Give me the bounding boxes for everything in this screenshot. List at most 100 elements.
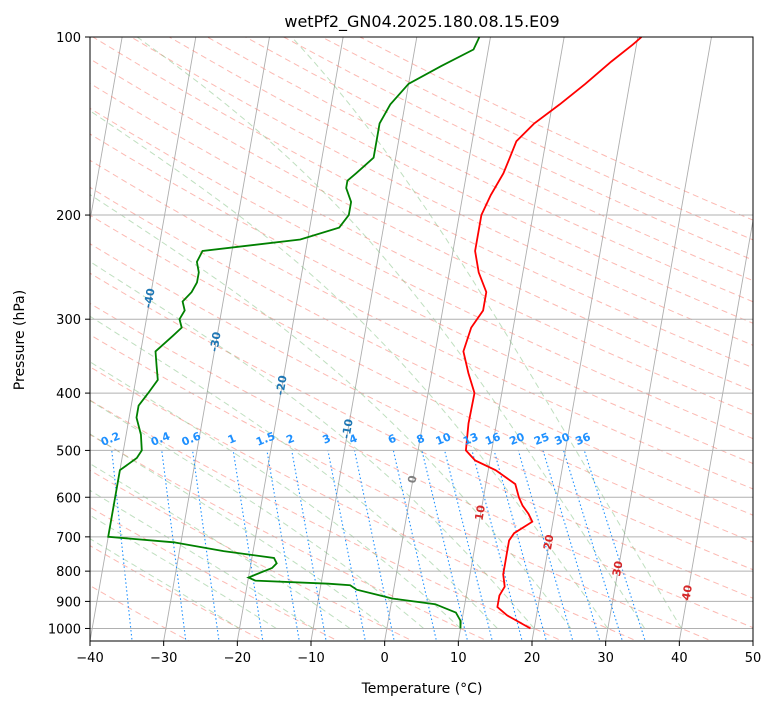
background-lines <box>65 37 753 643</box>
y-tick-label: 400 <box>56 387 81 402</box>
y-tick-label: 1000 <box>48 622 81 637</box>
mixing-ratio-line <box>232 450 264 641</box>
dry-adiabat-line <box>359 37 753 221</box>
moist-adiabat-line <box>90 361 461 629</box>
mixing-ratio-line <box>563 450 623 641</box>
x-tick-label: 50 <box>745 651 762 666</box>
mixing-ratio-label: 36 <box>573 430 592 448</box>
mixing-ratio-line <box>192 450 220 641</box>
x-tick-label: 40 <box>671 651 688 666</box>
x-tick-label: −30 <box>150 651 177 666</box>
mixing-ratio-label: 20 <box>507 430 526 448</box>
isotherm-label: -20 <box>273 374 289 396</box>
x-tick-label: −20 <box>224 651 251 666</box>
x-tick-label: 20 <box>524 651 541 666</box>
mixing-ratio-label: 0.2 <box>99 429 122 448</box>
mixing-ratio-line <box>327 450 366 641</box>
mixing-ratio-line <box>444 450 493 641</box>
moist-adiabat-line <box>90 538 240 629</box>
mixing-ratio-line <box>291 450 327 641</box>
x-tick-label: 0 <box>381 651 389 666</box>
isotherm-label: 40 <box>680 584 695 602</box>
isotherm-label: -60 <box>9 200 25 222</box>
mixing-ratio-line <box>65 450 82 643</box>
y-tick-label: 900 <box>56 595 81 610</box>
dry-adiabat-line <box>130 37 753 346</box>
isotherm-label: -50 <box>75 243 91 265</box>
isotherm-line <box>605 37 712 641</box>
mixing-ratio-label: 2 <box>284 432 296 447</box>
isotherm-line <box>531 37 639 641</box>
x-tick-label: 30 <box>597 651 614 666</box>
mixing-ratio-line <box>266 450 300 641</box>
y-tick-label: 800 <box>56 565 81 580</box>
profile-series <box>107 37 643 630</box>
y-tick-label: 100 <box>56 31 81 46</box>
moist-adiabat-line <box>90 433 388 629</box>
mixing-ratio-line <box>517 450 574 641</box>
mixing-ratio-line <box>493 450 547 641</box>
chart-title: wetPf2_GN04.2025.180.08.15.E09 <box>284 12 559 32</box>
moist-adiabat-line <box>291 37 682 629</box>
isotherm-label: -40 <box>141 287 157 309</box>
dewpoint-line <box>107 37 481 629</box>
mixing-ratio-label: 4 <box>347 432 359 447</box>
mixing-ratio-label: 13 <box>461 430 480 448</box>
dry-adiabat-line <box>90 243 753 571</box>
moist-adiabat-line <box>90 110 609 629</box>
mixing-ratio-line <box>542 450 601 641</box>
mixing-ratio-label: 10 <box>434 430 453 448</box>
dry-adiabat-line <box>90 186 753 516</box>
mixing-ratio-label: 1 <box>226 432 238 447</box>
mixing-ratio-label: 0.6 <box>180 429 203 448</box>
moist-adiabat-line <box>90 463 351 629</box>
isotherm-line <box>384 37 491 641</box>
dry-adiabat-line <box>168 37 753 324</box>
mixing-ratio-label: 8 <box>415 432 427 447</box>
mixing-ratio-line <box>583 450 646 641</box>
isotherm-label: 20 <box>541 533 556 551</box>
isotherm-label: -30 <box>207 331 223 353</box>
isotherm-line <box>90 37 197 641</box>
isotherm-label: 30 <box>610 560 625 578</box>
mixing-ratio-label: 25 <box>532 430 551 448</box>
x-tick-label: −10 <box>297 651 324 666</box>
mixing-ratio-line <box>353 450 395 641</box>
dry-adiabat-line <box>90 82 753 416</box>
isotherm-label: -10 <box>339 418 355 440</box>
mixing-ratio-line <box>421 450 469 641</box>
dry-adiabat-line <box>90 334 714 641</box>
mixing-ratio-line <box>111 450 133 641</box>
mixing-ratio-label: 16 <box>483 430 502 448</box>
dry-adiabat-line <box>90 159 753 490</box>
dry-adiabat-line <box>90 58 753 392</box>
mixing-ratio-line <box>392 450 438 641</box>
y-axis-ticks: 1000 900 800 700 600 500 400 300 200 100 <box>48 31 90 637</box>
dry-adiabat-line <box>90 272 753 599</box>
x-axis-ticks: −40 −30 −20 −10 0 10 20 30 40 50 <box>76 641 761 666</box>
x-axis-label: Temperature (°C) <box>361 681 483 697</box>
mixing-ratio-label: 3 <box>321 432 333 447</box>
isotherm-line <box>163 37 270 641</box>
x-tick-label: −40 <box>76 651 103 666</box>
mixing-ratio-line <box>471 450 523 641</box>
moist-adiabat-line <box>136 37 646 629</box>
y-axis-label: Pressure (hPa) <box>12 290 28 390</box>
y-tick-label: 700 <box>56 531 81 546</box>
mixing-ratio-label: 30 <box>553 430 572 448</box>
isotherm-line <box>310 37 418 641</box>
y-tick-label: 300 <box>56 313 81 328</box>
moist-adiabat-line <box>90 399 425 629</box>
dry-adiabat-line <box>90 214 753 543</box>
mixing-ratio-line <box>161 450 187 641</box>
pressure-gridlines <box>90 37 753 629</box>
moist-adiabat-line <box>90 489 314 629</box>
isotherm-line <box>90 37 123 224</box>
isotherm-label: 0 <box>405 474 419 484</box>
isotherm-line <box>678 217 753 641</box>
dry-adiabat-line <box>90 434 489 641</box>
y-tick-label: 200 <box>56 209 81 224</box>
y-tick-label: 600 <box>56 491 81 506</box>
dry-adiabat-line <box>207 37 753 303</box>
